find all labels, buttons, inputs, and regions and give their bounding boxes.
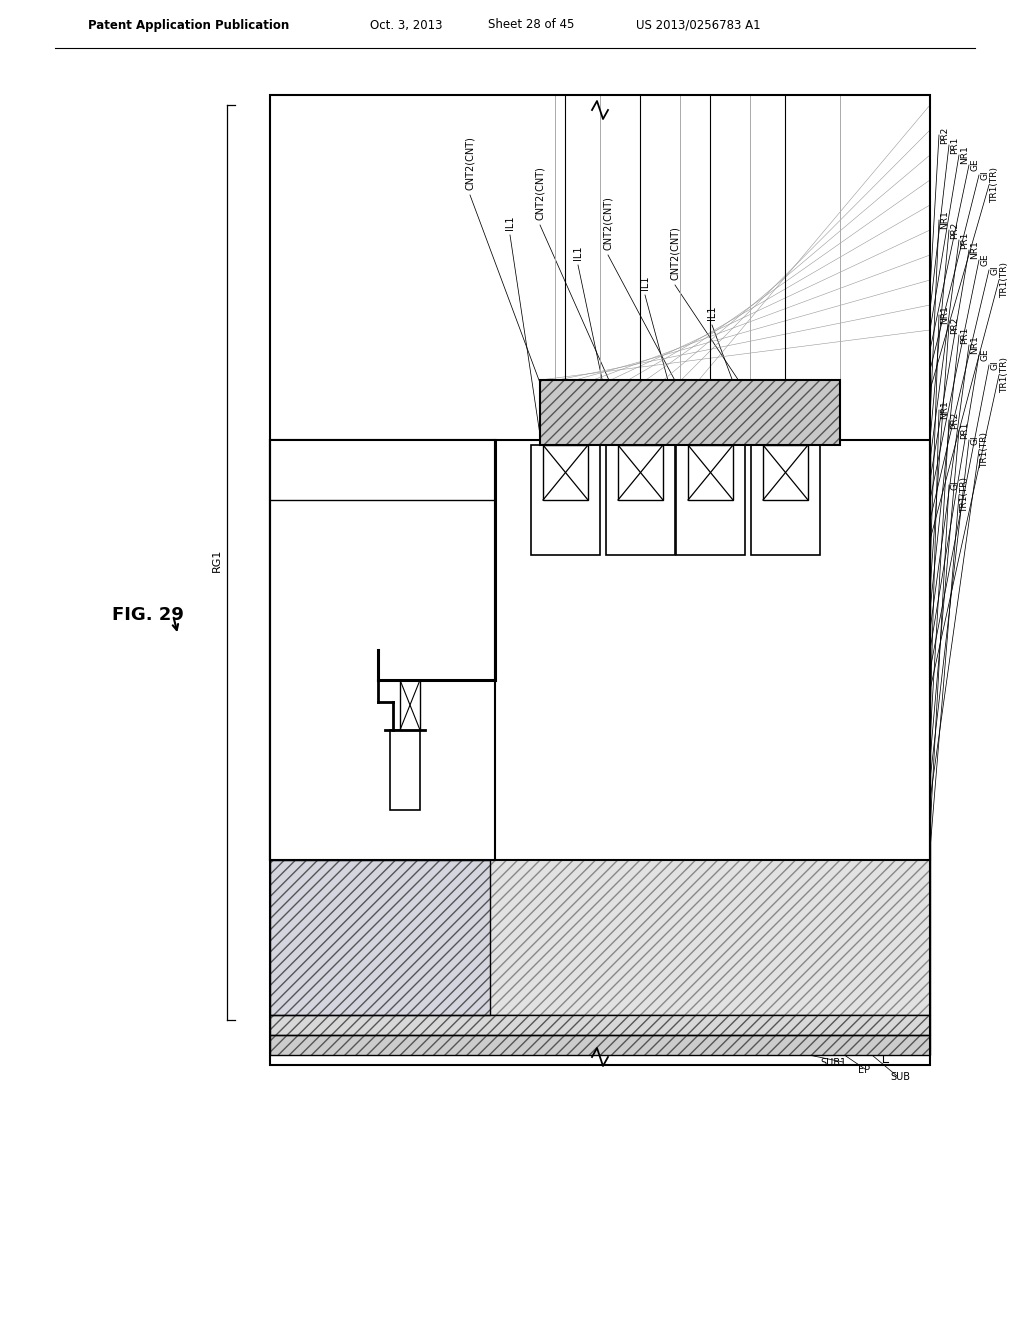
Bar bbox=[618, 445, 663, 500]
Text: IL1: IL1 bbox=[640, 276, 650, 290]
Bar bbox=[543, 445, 588, 500]
Text: CNT1(CNT): CNT1(CNT) bbox=[308, 710, 361, 719]
Bar bbox=[751, 445, 820, 554]
Bar bbox=[531, 445, 600, 554]
Text: NR1: NR1 bbox=[970, 240, 979, 259]
Text: GI: GI bbox=[970, 436, 979, 445]
Text: PR2: PR2 bbox=[950, 317, 959, 334]
Text: GE1: GE1 bbox=[322, 750, 342, 760]
Bar bbox=[400, 680, 420, 730]
Text: GE: GE bbox=[980, 253, 989, 267]
Bar bbox=[270, 450, 930, 1015]
Text: CNT2(CNT): CNT2(CNT) bbox=[603, 197, 613, 249]
Text: TR1(TR): TR1(TR) bbox=[980, 432, 989, 469]
Bar bbox=[676, 445, 745, 554]
Text: SUB: SUB bbox=[890, 1072, 910, 1082]
Text: IL1: IL1 bbox=[707, 305, 717, 319]
Bar bbox=[270, 861, 490, 1015]
Text: PR1: PR1 bbox=[961, 326, 969, 343]
Text: PR2: PR2 bbox=[950, 412, 959, 429]
Text: NR1: NR1 bbox=[970, 335, 979, 354]
Bar bbox=[270, 1035, 930, 1055]
Text: PR1: PR1 bbox=[950, 136, 959, 153]
Bar bbox=[270, 1035, 930, 1055]
Text: PR2: PR2 bbox=[940, 127, 949, 144]
Text: TR1(TR): TR1(TR) bbox=[1000, 356, 1009, 393]
Bar bbox=[390, 730, 420, 810]
Text: Oct. 3, 2013: Oct. 3, 2013 bbox=[370, 18, 442, 32]
Text: PR1: PR1 bbox=[961, 421, 969, 438]
Text: IL1: IL1 bbox=[505, 215, 515, 230]
Text: PW1: PW1 bbox=[755, 420, 777, 430]
Text: NR1: NR1 bbox=[940, 401, 949, 420]
Text: IL1: IL1 bbox=[275, 906, 290, 915]
Bar bbox=[270, 861, 490, 1015]
Text: SUB1: SUB1 bbox=[820, 1059, 846, 1068]
Bar bbox=[540, 380, 840, 445]
Text: IL1: IL1 bbox=[573, 246, 583, 260]
Bar bbox=[606, 445, 675, 554]
Text: RG1: RG1 bbox=[212, 548, 222, 572]
Text: CNT2(CNT): CNT2(CNT) bbox=[670, 226, 680, 280]
Text: US 2013/0256783 A1: US 2013/0256783 A1 bbox=[636, 18, 761, 32]
Bar bbox=[270, 95, 930, 1065]
Text: FIL: FIL bbox=[280, 840, 294, 850]
Bar bbox=[763, 445, 808, 500]
Text: CNT2(CNT): CNT2(CNT) bbox=[465, 136, 475, 190]
Text: GI: GI bbox=[990, 360, 999, 370]
Text: FIG. 29: FIG. 29 bbox=[112, 606, 184, 624]
Text: TR1(TR): TR1(TR) bbox=[1000, 261, 1009, 298]
Text: PR1: PR1 bbox=[961, 231, 969, 248]
Text: Patent Application Publication: Patent Application Publication bbox=[88, 18, 289, 32]
Bar bbox=[270, 1015, 930, 1035]
Text: TR1(TR): TR1(TR) bbox=[990, 168, 999, 203]
Text: GE: GE bbox=[970, 158, 979, 172]
Text: GI: GI bbox=[980, 170, 989, 180]
Text: EP: EP bbox=[858, 1065, 870, 1074]
Text: Sheet 28 of 45: Sheet 28 of 45 bbox=[488, 18, 574, 32]
Text: CNT2(CNT): CNT2(CNT) bbox=[535, 166, 545, 220]
Bar bbox=[270, 440, 930, 861]
Text: NR1: NR1 bbox=[940, 306, 949, 325]
Text: NR1: NR1 bbox=[961, 145, 969, 165]
Bar bbox=[540, 380, 840, 445]
Text: PR2: PR2 bbox=[950, 222, 959, 239]
Text: GI: GI bbox=[950, 480, 959, 490]
Text: IL1: IL1 bbox=[275, 1030, 290, 1040]
Text: GI: GI bbox=[990, 265, 999, 275]
Bar bbox=[270, 1015, 930, 1035]
Text: GE: GE bbox=[980, 348, 989, 362]
Bar bbox=[270, 440, 495, 861]
Bar bbox=[688, 445, 733, 500]
Text: NR1: NR1 bbox=[940, 211, 949, 230]
Bar bbox=[270, 450, 930, 1015]
Text: TR1(TR): TR1(TR) bbox=[961, 477, 969, 513]
